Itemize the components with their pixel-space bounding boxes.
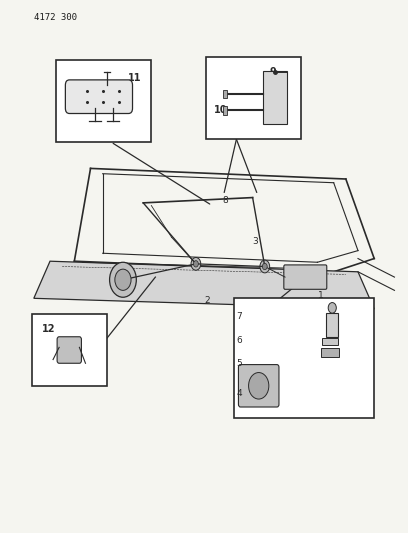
Text: 9: 9 <box>269 67 276 77</box>
Circle shape <box>191 257 201 270</box>
Text: 5: 5 <box>236 359 242 368</box>
Text: 4172 300: 4172 300 <box>34 13 77 22</box>
Text: 8: 8 <box>222 196 228 205</box>
Bar <box>223 106 227 115</box>
Bar <box>206 57 301 139</box>
Circle shape <box>328 303 336 313</box>
Bar <box>321 348 339 357</box>
Bar <box>234 298 374 418</box>
Text: 1: 1 <box>317 291 323 300</box>
FancyBboxPatch shape <box>57 337 82 364</box>
Text: 11: 11 <box>128 73 141 83</box>
Bar <box>326 313 338 337</box>
FancyBboxPatch shape <box>65 80 133 114</box>
Polygon shape <box>34 261 374 309</box>
Bar <box>223 90 227 98</box>
Text: 6: 6 <box>236 336 242 344</box>
Text: 7: 7 <box>236 312 242 321</box>
Bar <box>322 337 338 345</box>
Circle shape <box>248 373 269 399</box>
Circle shape <box>193 261 198 267</box>
Circle shape <box>110 262 136 297</box>
Text: 2: 2 <box>204 296 210 305</box>
Bar <box>32 314 107 386</box>
Text: 10: 10 <box>214 106 228 116</box>
Circle shape <box>262 263 267 270</box>
Bar <box>56 60 151 142</box>
Bar <box>263 71 287 124</box>
Text: 3: 3 <box>253 237 258 246</box>
FancyBboxPatch shape <box>238 365 279 407</box>
Circle shape <box>260 260 270 273</box>
FancyBboxPatch shape <box>284 265 327 289</box>
Text: 4: 4 <box>236 389 242 398</box>
Text: 12: 12 <box>42 324 55 334</box>
Circle shape <box>115 269 131 290</box>
